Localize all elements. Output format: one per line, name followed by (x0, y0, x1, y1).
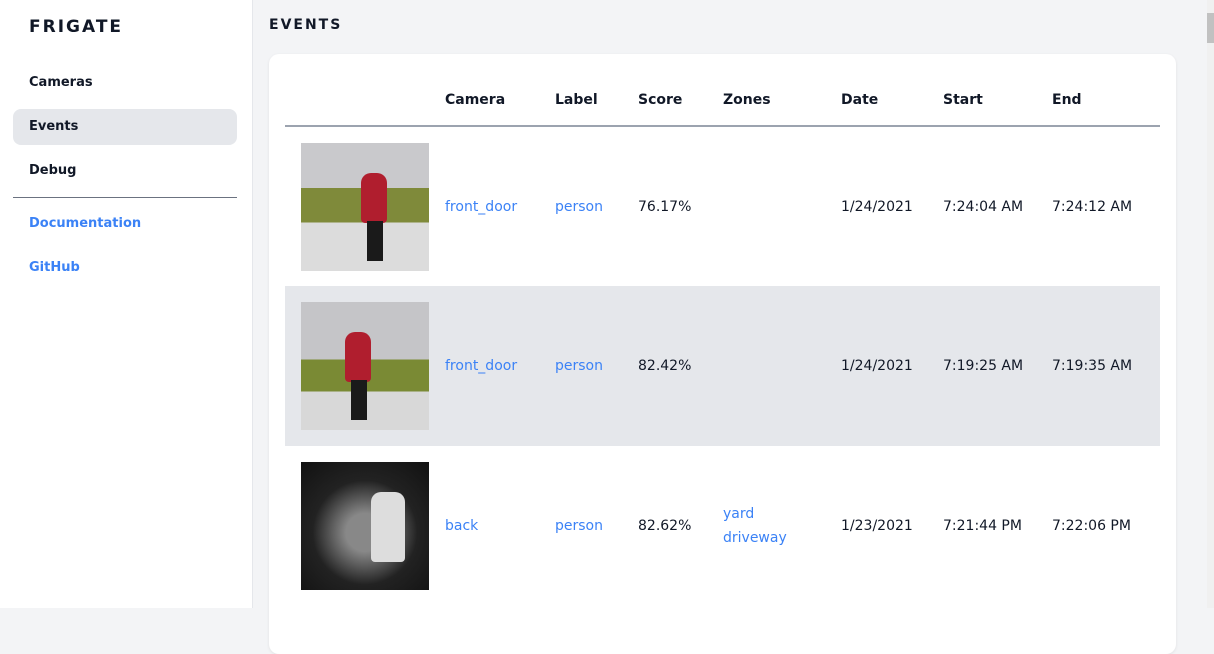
date: 1/23/2021 (841, 518, 913, 534)
page-title: EVENTS (269, 17, 343, 33)
camera-link[interactable]: front_door (445, 286, 555, 446)
sidebar-item-debug[interactable]: Debug (29, 163, 77, 178)
label-link[interactable]: person (555, 518, 603, 534)
header-label: Label (555, 74, 638, 127)
zones (723, 126, 841, 286)
table-row[interactable]: front_door person 82.42% 1/24/2021 7:19:… (285, 286, 1160, 446)
main-content: EVENTS Camera Label Score Zones Date Sta… (253, 0, 1207, 654)
event-thumbnail[interactable] (301, 462, 429, 590)
camera-link[interactable]: front_door (445, 198, 518, 215)
documentation-link[interactable]: Documentation (29, 216, 142, 231)
label-link[interactable]: person (555, 286, 638, 446)
events-table: Camera Label Score Zones Date Start End … (285, 74, 1160, 606)
scrollbar[interactable] (1207, 0, 1214, 608)
header-thumbnail (285, 74, 445, 127)
header-camera: Camera (445, 74, 555, 127)
end-time: 7:19:35 AM (1052, 286, 1160, 446)
date: 1/24/2021 (841, 286, 943, 446)
camera-link[interactable]: back (445, 518, 479, 534)
sidebar: FRIGATE Cameras Events Debug Documentati… (0, 0, 253, 608)
score: 76.17% (638, 198, 692, 215)
date: 1/24/2021 (841, 198, 913, 215)
events-card: Camera Label Score Zones Date Start End … (269, 54, 1176, 654)
app-logo: FRIGATE (29, 17, 124, 37)
table-row[interactable]: back person 82.62% yard driveway 1/23/202… (285, 446, 1160, 606)
start-time: 7:24:04 AM (943, 198, 1024, 215)
header-end: End (1052, 74, 1160, 127)
zone-link[interactable]: driveway (723, 530, 787, 546)
score: 82.42% (638, 286, 723, 446)
github-link[interactable]: GitHub (29, 260, 80, 275)
sidebar-divider (13, 197, 237, 198)
sidebar-item-events[interactable]: Events (13, 109, 237, 145)
header-score: Score (638, 74, 723, 127)
start-time: 7:21:44 PM (943, 518, 1022, 534)
header-date: Date (841, 74, 943, 127)
end-time: 7:24:12 AM (1052, 198, 1133, 215)
end-time: 7:22:06 PM (1052, 518, 1131, 534)
event-thumbnail[interactable] (301, 142, 429, 271)
scrollbar-thumb[interactable] (1207, 13, 1214, 43)
header-zones: Zones (723, 74, 841, 127)
event-thumbnail[interactable] (301, 302, 429, 430)
table-row[interactable]: front_door person 76.17% 1/24/2021 7:24:… (285, 126, 1160, 286)
zones: yard driveway (723, 446, 841, 606)
score: 82.62% (638, 518, 692, 534)
label-link[interactable]: person (555, 198, 603, 215)
zones (723, 286, 841, 446)
sidebar-item-cameras[interactable]: Cameras (29, 75, 93, 90)
start-time: 7:19:25 AM (943, 286, 1052, 446)
zone-link[interactable]: yard (723, 506, 755, 522)
header-start: Start (943, 74, 1052, 127)
